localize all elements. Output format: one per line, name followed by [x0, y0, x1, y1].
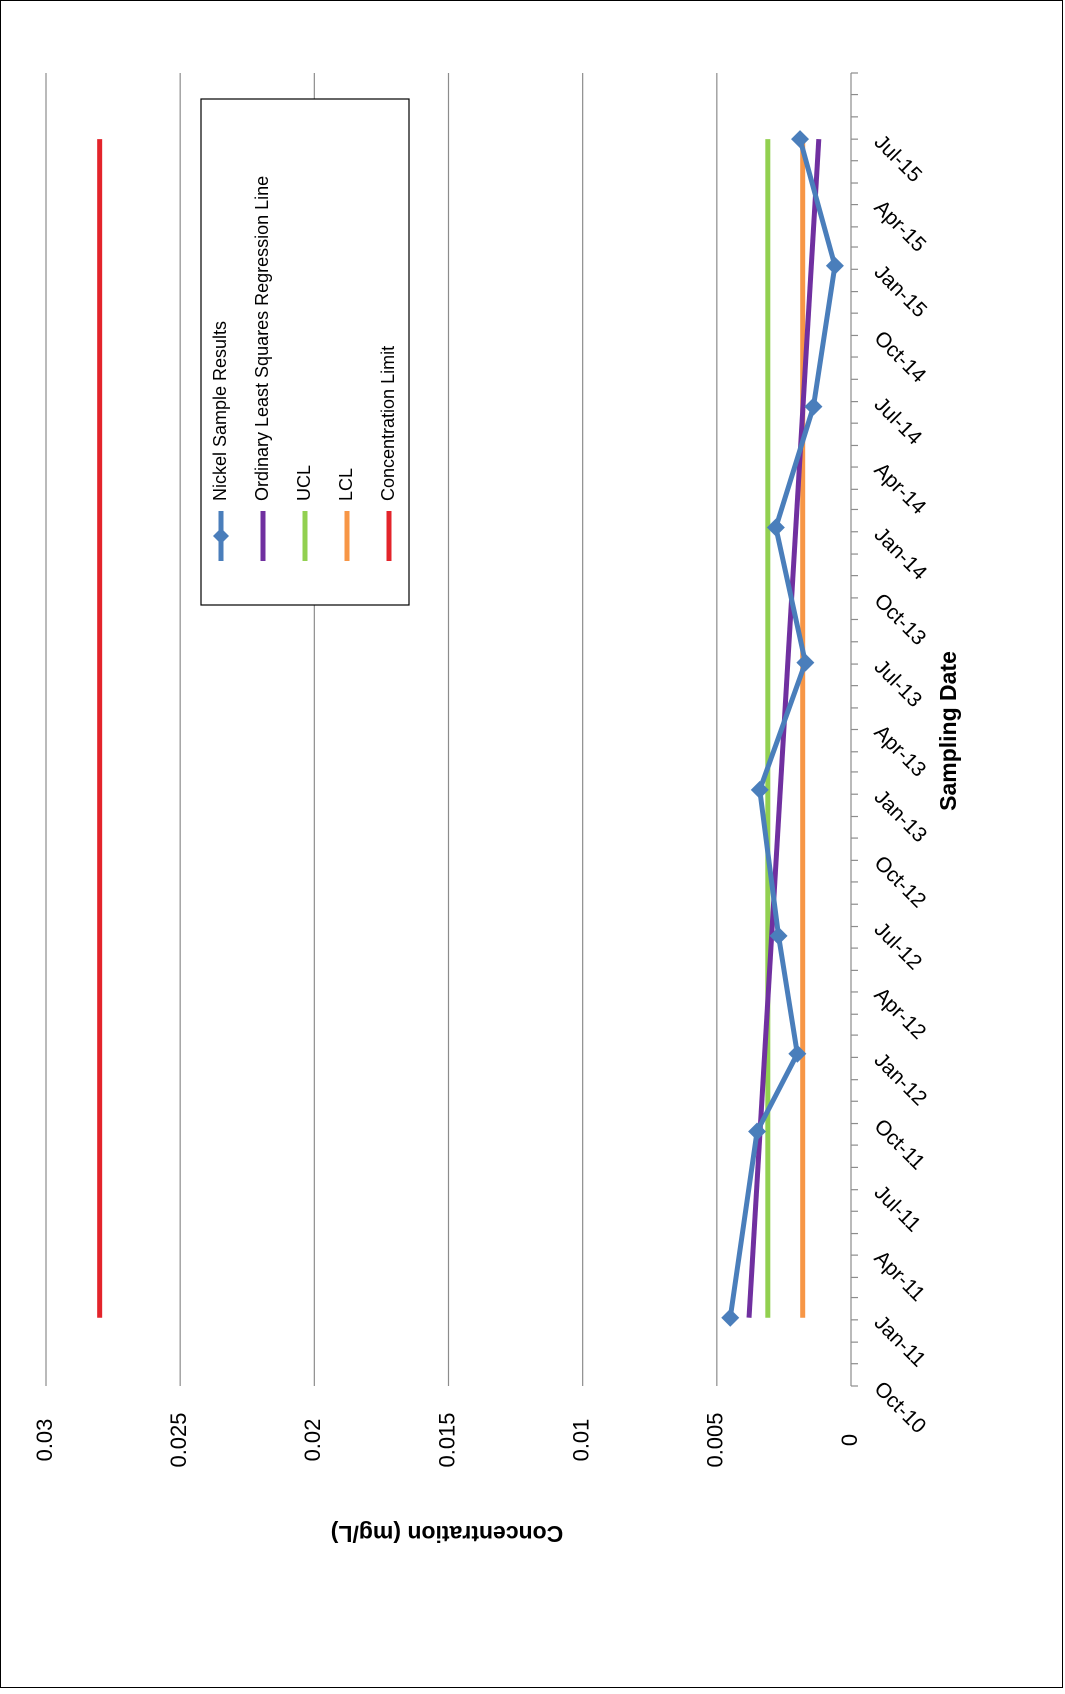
y-tick-label: 0.005: [703, 1412, 728, 1467]
x-tick-label: Oct-13: [870, 589, 931, 650]
y-tick-label: 0.02: [300, 1419, 325, 1462]
x-tick-label: Oct-10: [870, 1377, 931, 1438]
legend-item: Concentration Limit: [378, 346, 398, 561]
data-point: [721, 1308, 740, 1327]
x-tick-label: Jul-13: [870, 655, 927, 712]
x-tick-label: Jul-14: [870, 393, 927, 450]
x-axis-title: Sampling Date: [935, 651, 961, 811]
x-tick-label: Jan-11: [870, 1311, 931, 1372]
x-tick-label: Apr-15: [870, 196, 931, 257]
legend-label: LCL: [336, 468, 356, 501]
data-point: [796, 653, 815, 672]
x-tick-label: Jul-15: [870, 130, 927, 187]
data-point: [748, 1122, 767, 1141]
data-point: [769, 926, 788, 945]
legend-label: Ordinary Least Squares Regression Line: [252, 176, 272, 501]
data-point: [791, 130, 810, 149]
x-tick-label: Jan-13: [870, 785, 932, 847]
x-tick-label: Jul-12: [870, 918, 927, 975]
y-tick-label: 0.025: [166, 1412, 191, 1467]
data-point: [766, 518, 785, 537]
x-tick-label: Apr-13: [870, 721, 931, 782]
x-tick-label: Jan-14: [870, 523, 932, 585]
data-point: [788, 1044, 807, 1063]
legend-item: Nickel Sample Results: [210, 321, 230, 561]
y-tick-label: 0.01: [568, 1419, 593, 1462]
legend-label: Concentration Limit: [378, 346, 398, 501]
axis-labels: Sampling Date Concentration (mg/L): [331, 651, 961, 1547]
legend-label: UCL: [294, 465, 314, 501]
x-tick-label: Jan-12: [870, 1049, 932, 1111]
legend: Nickel Sample Results Ordinary Least Squa…: [200, 98, 410, 606]
x-tick-label: Apr-14: [870, 458, 931, 519]
x-tick-label: Oct-14: [870, 327, 931, 388]
legend-item: UCL: [294, 465, 314, 561]
x-tick-label: Jul-11: [870, 1181, 926, 1237]
x-tick-label: Oct-12: [870, 852, 931, 913]
y-tick-label: 0.03: [32, 1419, 57, 1462]
x-tick-label: Apr-12: [870, 983, 931, 1044]
data-point: [750, 780, 769, 799]
data-point: [825, 256, 844, 275]
legend-item: LCL: [336, 468, 356, 561]
legend-item: Ordinary Least Squares Regression Line: [252, 176, 272, 561]
axes: 0 0.005 0.01 0.015 0.02 0.025 0.03 Oct-10Jan-11…: [32, 72, 932, 1468]
x-tick-label: Jan-15: [870, 260, 932, 322]
y-axis-title: Concentration (mg/L): [331, 1521, 564, 1547]
x-tick-label: Apr-11: [870, 1246, 930, 1306]
series-line-nickel-sample-results: [727, 138, 838, 1319]
legend-label: Nickel Sample Results: [210, 321, 230, 501]
legend-marker: [213, 528, 229, 544]
y-tick-label: 0: [837, 1434, 862, 1446]
data-point: [804, 397, 823, 416]
series-layer: [97, 130, 844, 1327]
y-tick-label: 0.015: [434, 1412, 459, 1467]
x-tick-label: Oct-11: [870, 1115, 930, 1175]
